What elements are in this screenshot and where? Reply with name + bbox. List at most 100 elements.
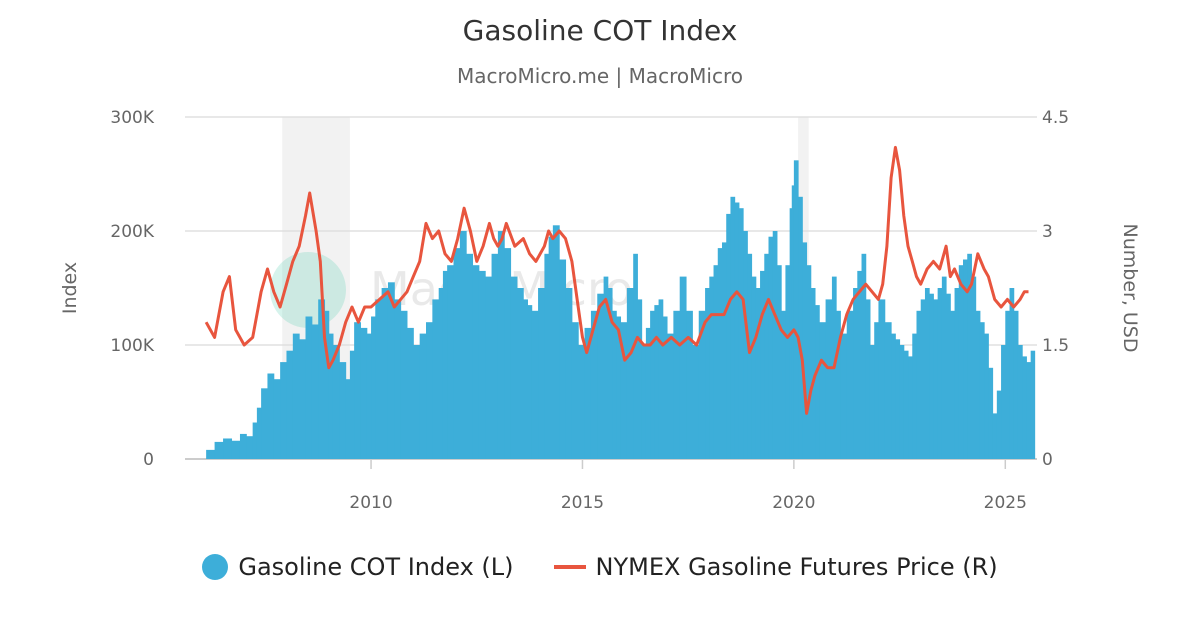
index-bar: [394, 299, 402, 459]
index-bar: [791, 185, 795, 459]
index-bar: [984, 333, 989, 459]
y-left-tick-label: 200K: [110, 222, 154, 242]
index-bar: [261, 388, 268, 459]
index-bar: [548, 236, 554, 459]
index-bar: [717, 248, 723, 459]
index-bar: [381, 288, 389, 459]
index-bar: [516, 288, 524, 459]
index-bar: [590, 310, 598, 459]
index-bar: [332, 345, 340, 459]
index-bar: [815, 305, 820, 459]
index-bar: [764, 253, 770, 459]
index-bar: [256, 407, 262, 459]
index-bar: [658, 299, 664, 459]
index-bar: [299, 339, 307, 459]
index-bar: [1001, 345, 1006, 459]
index-bar: [772, 231, 778, 459]
index-bar: [527, 305, 533, 459]
index-bar: [491, 253, 499, 459]
index-bar: [662, 316, 668, 459]
index-bar: [810, 288, 816, 459]
index-bar: [650, 310, 655, 459]
index-bar: [937, 288, 943, 459]
y-left-tick-label: 100K: [110, 336, 154, 356]
index-bar: [908, 356, 913, 459]
index-bar: [607, 288, 613, 459]
index-bar: [967, 253, 972, 459]
index-bar: [793, 160, 799, 459]
index-bar: [869, 345, 875, 459]
index-bar: [1005, 310, 1011, 459]
index-bar: [387, 282, 395, 459]
index-bar: [679, 276, 687, 459]
index-bar: [273, 379, 281, 459]
y-right-tick-label: 0: [1042, 450, 1053, 470]
left-axis-label: Index: [59, 262, 81, 314]
index-bar: [438, 288, 444, 459]
index-bar: [776, 265, 782, 459]
index-bar: [504, 248, 512, 459]
index-bar: [571, 322, 579, 459]
index-bar: [929, 293, 934, 459]
index-bar: [375, 299, 383, 459]
index-bar: [626, 288, 634, 459]
y-right-tick-label: 4.5: [1042, 108, 1069, 128]
index-bar: [1022, 356, 1027, 459]
index-bar: [819, 322, 827, 459]
index-bar: [531, 310, 539, 459]
x-tick-label: 2010: [349, 493, 392, 513]
index-bar: [840, 333, 848, 459]
index-bar: [963, 259, 968, 459]
index-bar: [667, 333, 674, 459]
index-bar: [510, 276, 518, 459]
legend-item-price[interactable]: NYMEX Gasoline Futures Price (R): [553, 553, 998, 581]
index-bar: [992, 413, 998, 459]
x-tick-label: 2015: [561, 493, 604, 513]
index-bar: [996, 390, 1002, 459]
index-bar: [286, 350, 294, 459]
index-bar: [472, 265, 480, 459]
index-bar: [798, 196, 803, 460]
index-bar: [641, 345, 647, 459]
index-bar: [239, 433, 247, 459]
index-bar: [252, 422, 258, 459]
index-bar: [920, 299, 926, 459]
index-bar: [884, 322, 892, 459]
index-bar: [597, 293, 605, 459]
index-bar: [538, 288, 545, 459]
index-bar: [246, 436, 254, 459]
legend-marker-circle-icon: [202, 554, 229, 580]
index-bar: [975, 310, 981, 459]
index-bar: [768, 236, 774, 459]
index-bar: [578, 345, 586, 459]
index-bar: [223, 438, 233, 459]
legend-marker-line-icon: [553, 565, 586, 569]
index-bar: [916, 310, 922, 459]
index-bar: [895, 339, 901, 459]
index-bar: [366, 333, 372, 459]
index-bar: [673, 310, 681, 459]
chart-subtitle: MacroMicro.me | MacroMicro: [457, 64, 743, 88]
index-bar: [497, 231, 505, 459]
index-bar: [371, 316, 376, 459]
legend-label-index: Gasoline COT Index (L): [238, 553, 514, 581]
index-bar: [349, 350, 355, 459]
index-bar: [738, 208, 744, 459]
index-bar: [924, 288, 930, 459]
index-bar: [971, 276, 977, 459]
chart-title: Gasoline COT Index: [462, 14, 738, 47]
index-bar: [633, 253, 638, 459]
index-bar: [760, 270, 765, 459]
index-bar: [1013, 310, 1019, 459]
index-bar: [874, 322, 879, 459]
index-bar: [311, 324, 319, 459]
index-bar: [231, 440, 241, 459]
index-bar: [292, 333, 300, 459]
index-bar: [751, 276, 757, 459]
index-bar: [846, 310, 854, 459]
legend-item-index[interactable]: Gasoline COT Index (L): [202, 553, 514, 581]
x-tick-label: 2020: [772, 493, 815, 513]
index-bar: [891, 333, 896, 459]
index-bar: [1026, 362, 1032, 459]
